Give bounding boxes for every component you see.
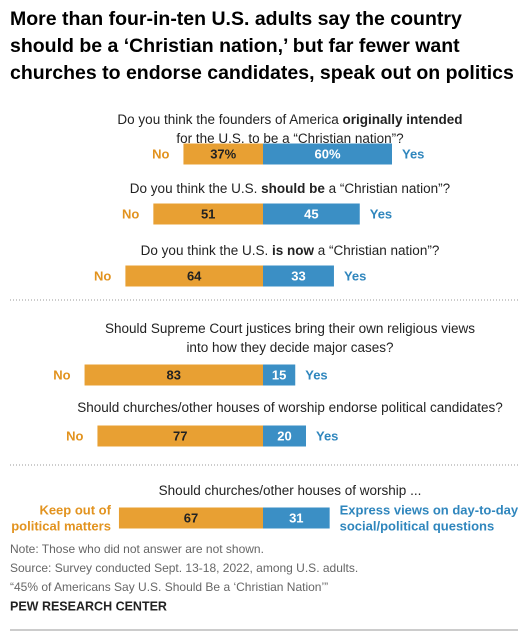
category-label: Express views on day-to-day bbox=[340, 502, 519, 517]
bar bbox=[263, 203, 360, 225]
category-label: Keep out of bbox=[39, 502, 111, 517]
bar bbox=[263, 364, 296, 386]
question-part: for the U.S. to be a “Christian nation”? bbox=[176, 131, 403, 146]
value-label: 33 bbox=[291, 268, 305, 283]
category-label: social/political questions bbox=[340, 518, 495, 533]
question-part: a “Christian nation”? bbox=[325, 181, 450, 196]
bar bbox=[183, 143, 263, 165]
question-part: Do you think the founders of America bbox=[117, 112, 342, 127]
value-label: 77 bbox=[173, 428, 187, 443]
bar bbox=[263, 143, 392, 165]
value-label: 60% bbox=[314, 146, 340, 161]
value-label: 31 bbox=[289, 510, 303, 525]
value-label: 45 bbox=[304, 206, 318, 221]
question: Should Supreme Court justices bring thei… bbox=[105, 321, 475, 336]
note: Source: Survey conducted Sept. 13-18, 20… bbox=[10, 561, 358, 575]
question: Do you think the U.S. should be a “Chris… bbox=[130, 181, 450, 196]
value-label: 20 bbox=[277, 428, 291, 443]
category-label: No bbox=[53, 367, 70, 382]
question-part: a “Christian nation”? bbox=[314, 243, 439, 258]
category-label: No bbox=[152, 146, 169, 161]
value-label: 15 bbox=[272, 367, 286, 382]
bar bbox=[118, 507, 263, 529]
value-label: 83 bbox=[167, 367, 181, 382]
question-part: Do you think the U.S. bbox=[141, 243, 272, 258]
question-part: should be bbox=[261, 181, 325, 196]
category-label: Yes bbox=[316, 428, 338, 443]
value-label: 64 bbox=[187, 268, 202, 283]
bar bbox=[263, 265, 334, 287]
question: Should churches/other houses of worship … bbox=[159, 483, 422, 498]
question-part: Should churches/other houses of worship … bbox=[159, 483, 422, 498]
value-label: 67 bbox=[184, 510, 198, 525]
category-label: No bbox=[94, 268, 111, 283]
chart-title: More than four-in-ten U.S. adults say th… bbox=[10, 8, 514, 84]
question: into how they decide major cases? bbox=[186, 340, 393, 355]
question-part: Should Supreme Court justices bring thei… bbox=[105, 321, 475, 336]
bar bbox=[97, 425, 263, 447]
category-label: Yes bbox=[305, 367, 327, 382]
bar bbox=[153, 203, 263, 225]
bar bbox=[84, 364, 263, 386]
value-label: 37% bbox=[210, 146, 236, 161]
category-label: political matters bbox=[11, 518, 111, 533]
question-part: into how they decide major cases? bbox=[186, 340, 393, 355]
category-label: Yes bbox=[370, 206, 392, 221]
category-label: No bbox=[122, 206, 139, 221]
question-part: is now bbox=[272, 243, 315, 258]
question-part: originally intended bbox=[343, 112, 463, 127]
question-part: Do you think the U.S. bbox=[130, 181, 261, 196]
question: for the U.S. to be a “Christian nation”? bbox=[176, 131, 403, 146]
source: PEW RESEARCH CENTER bbox=[10, 599, 167, 613]
bar bbox=[263, 425, 306, 447]
bar bbox=[125, 265, 264, 287]
category-label: No bbox=[66, 428, 83, 443]
category-label: Yes bbox=[344, 268, 366, 283]
bar bbox=[263, 507, 330, 529]
category-label: Yes bbox=[402, 146, 424, 161]
note: Note: Those who did not answer are not s… bbox=[10, 542, 264, 556]
question-part: Should churches/other houses of worship … bbox=[77, 400, 503, 415]
note: “45% of Americans Say U.S. Should Be a ‘… bbox=[10, 580, 328, 594]
question: Do you think the founders of America ori… bbox=[117, 112, 462, 127]
value-label: 51 bbox=[201, 206, 215, 221]
question: Do you think the U.S. is now a “Christia… bbox=[141, 243, 440, 258]
question: Should churches/other houses of worship … bbox=[77, 400, 503, 415]
